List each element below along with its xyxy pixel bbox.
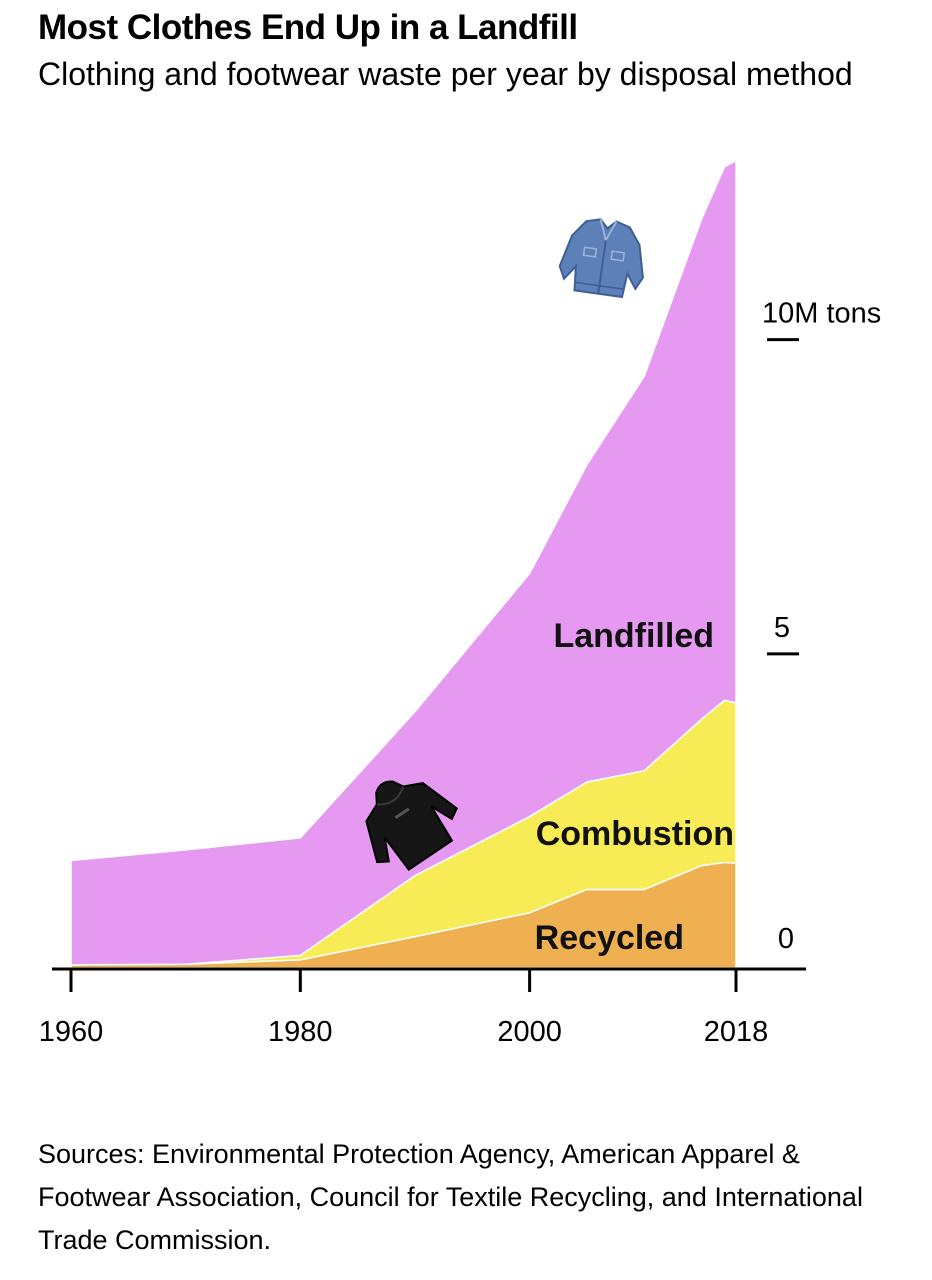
- x-tick-label: 1980: [268, 1016, 333, 1048]
- series-label-recycled: Recycled: [535, 919, 684, 957]
- y-tick-label: 5: [774, 612, 790, 644]
- series-labels: Landfilled Combustion Recycled: [535, 617, 734, 957]
- area-landfilled: [70, 159, 737, 966]
- source-note: Sources: Environmental Protection Agency…: [38, 1139, 863, 1255]
- x-tick-label: 2000: [497, 1016, 562, 1048]
- denim-jacket-icon: [558, 218, 644, 299]
- area-layers: [70, 159, 737, 969]
- x-tick-label: 1960: [39, 1016, 104, 1048]
- x-axis: 1960 1980 2000 2018: [39, 967, 806, 1048]
- y-tick-label: 10M tons: [762, 298, 881, 330]
- chart-subtitle: Clothing and footwear waste per year by …: [38, 56, 853, 92]
- black-hoodie-icon: [365, 780, 458, 872]
- x-tick-label: 2018: [704, 1016, 769, 1048]
- y-axis: 10M tons 5 0: [762, 298, 881, 955]
- y-tick-label: 0: [778, 923, 794, 955]
- series-label-landfilled: Landfilled: [553, 617, 714, 655]
- chart-title: Most Clothes End Up in a Landfill: [38, 8, 578, 47]
- series-label-combustion: Combustion: [536, 815, 734, 853]
